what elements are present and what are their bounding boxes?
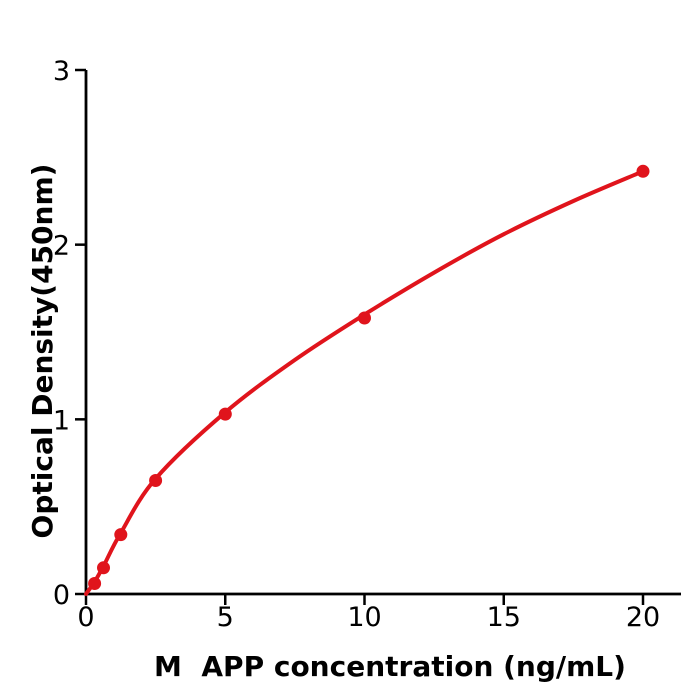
data-points bbox=[88, 164, 650, 590]
data-point bbox=[88, 577, 102, 590]
x-tick-label: 20 bbox=[626, 602, 660, 633]
data-point bbox=[97, 561, 110, 575]
x-axis-tick-labels: 0 5 10 15 20 bbox=[77, 602, 660, 633]
data-point bbox=[636, 164, 650, 178]
y-tick-label: 3 bbox=[53, 56, 70, 87]
x-tick-label: 10 bbox=[347, 602, 381, 633]
y-axis-label: Optical Density(450nm) bbox=[26, 164, 59, 539]
y-tick-label: 2 bbox=[53, 231, 70, 262]
data-point bbox=[114, 528, 128, 542]
x-axis-label: M APP concentration (ng/mL) bbox=[154, 650, 626, 683]
data-point bbox=[358, 311, 371, 325]
x-tick-label: 5 bbox=[217, 602, 234, 633]
x-tick-label: 0 bbox=[77, 602, 94, 633]
y-axis-ticks bbox=[75, 68, 86, 596]
x-tick-label: 15 bbox=[487, 602, 521, 633]
y-axis-tick-labels: 0 1 2 3 bbox=[53, 56, 70, 611]
data-point bbox=[149, 474, 163, 487]
y-tick-label: 1 bbox=[53, 405, 70, 436]
x-axis-ticks bbox=[84, 594, 645, 605]
axis-spines bbox=[84, 70, 681, 596]
data-point bbox=[218, 407, 232, 421]
y-tick-label: 0 bbox=[53, 580, 70, 611]
fit-curve-line bbox=[84, 169, 645, 596]
